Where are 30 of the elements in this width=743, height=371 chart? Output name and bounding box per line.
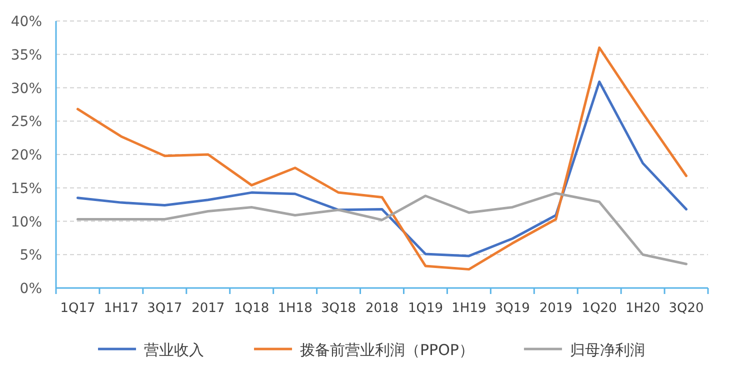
- legend-label: 营业收入: [144, 341, 204, 359]
- x-tick-label: 1H20: [626, 301, 660, 316]
- x-tick-label: 1Q19: [408, 301, 443, 316]
- x-tick-label: 1H19: [452, 301, 486, 316]
- x-tick-label: 1H17: [104, 301, 138, 316]
- y-tick-label: 30%: [10, 80, 42, 97]
- x-tick-label: 3Q20: [668, 301, 704, 316]
- x-tick-label: 3Q18: [321, 301, 356, 316]
- y-tick-label: 20%: [10, 148, 42, 164]
- line-series: [76, 80, 688, 258]
- x-tick-label: 2017: [192, 301, 225, 316]
- y-tick-label: 0%: [20, 281, 42, 297]
- x-tick-label: 2018: [365, 301, 399, 316]
- y-tick-label: 15%: [10, 180, 42, 197]
- line-series: [76, 192, 688, 266]
- x-tick-label: 1Q20: [582, 301, 617, 316]
- line-series: [76, 46, 688, 271]
- x-tick-label: 2019: [539, 301, 572, 316]
- x-tick-label: 3Q19: [494, 301, 530, 316]
- y-tick-label: 5%: [20, 248, 42, 264]
- legend-label: 拨备前营业利润（PPOP）: [300, 341, 474, 359]
- x-tick-label: 1Q18: [234, 301, 270, 316]
- y-tick-label: 40%: [10, 14, 42, 30]
- x-tick-label: 3Q17: [147, 301, 182, 316]
- legend-label: 归母净利润: [570, 341, 645, 359]
- y-tick-label: 10%: [10, 214, 42, 230]
- x-tick-label: 1Q17: [60, 301, 96, 316]
- y-tick-label: 25%: [10, 114, 42, 130]
- y-tick-label: 35%: [10, 47, 42, 64]
- x-tick-label: 1H18: [278, 301, 312, 316]
